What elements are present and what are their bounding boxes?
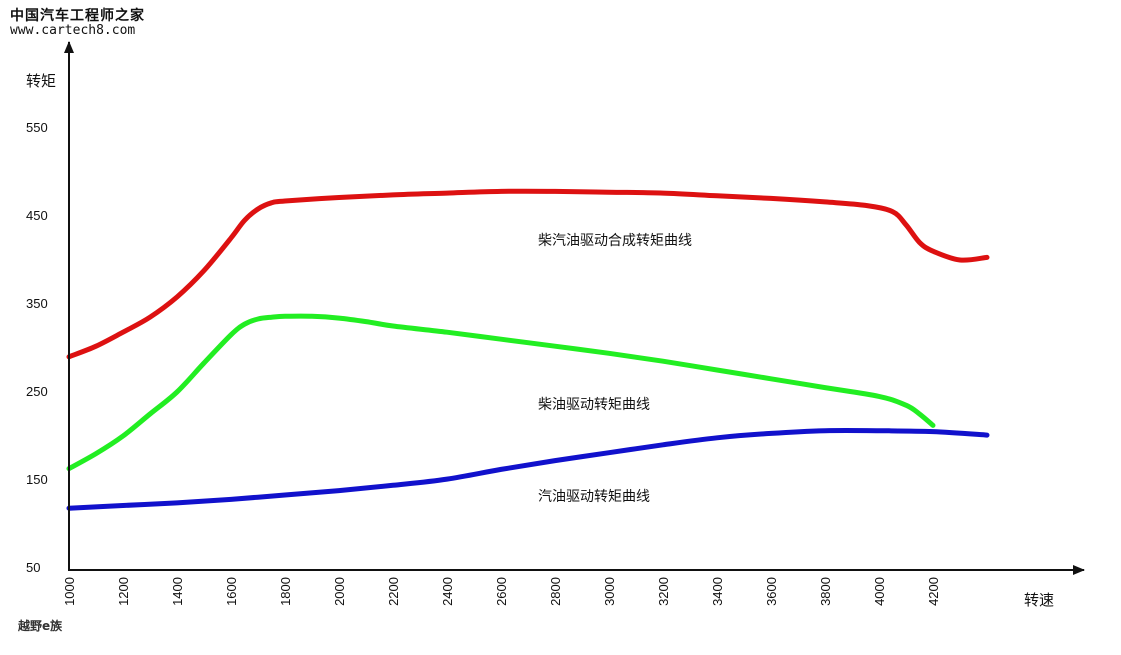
x-tick-label: 2800 (548, 577, 563, 606)
x-tick-label: 2200 (386, 577, 401, 606)
gasoline-torque-line (66, 427, 990, 511)
y-tick-label: 550 (26, 120, 48, 135)
x-tick-label: 1200 (116, 577, 131, 606)
x-tick-label: 2400 (440, 577, 455, 606)
x-tick-label: 2000 (332, 577, 347, 606)
x-tick-label: 1400 (170, 577, 185, 606)
combined-torque-line (66, 188, 990, 360)
watermark: 中国汽车工程师之家 www.cartech8.com (10, 8, 145, 39)
gasoline-torque-label: 汽油驱动转矩曲线 (538, 489, 650, 505)
x-tick-label: 1000 (62, 577, 77, 606)
watermark-url: www.cartech8.com (10, 23, 136, 39)
x-tick-label: 1600 (224, 577, 239, 606)
y-tick-label: 350 (26, 296, 48, 311)
x-tick-labels: 1000 1200 1400 1600 1800 2000 2200 2400 2600 2800… (62, 577, 941, 606)
y-tick-label: 150 (26, 472, 48, 487)
diesel-torque-label: 柴油驱动转矩曲线 (538, 397, 650, 413)
x-tick-label: 3800 (818, 577, 833, 606)
combined-torque-label: 柴汽油驱动合成转矩曲线 (538, 233, 692, 249)
x-tick-label: 3600 (764, 577, 779, 606)
x-tick-label: 4000 (872, 577, 887, 606)
y-tick-label: 250 (26, 384, 48, 399)
series-layer (66, 188, 990, 511)
y-tick-labels: 50 150 250 350 450 550 (26, 120, 48, 575)
x-tick-label: 4200 (926, 577, 941, 606)
x-tick-label: 3400 (710, 577, 725, 606)
watermark-site-name: 中国汽车工程师之家 (10, 8, 145, 24)
x-tick-label: 3000 (602, 577, 617, 606)
x-axis-title: 转速 (1024, 591, 1054, 609)
y-tick-label: 450 (26, 208, 48, 223)
y-axis-title: 转矩 (26, 72, 56, 90)
x-tick-label: 1800 (278, 577, 293, 606)
x-tick-label: 2600 (494, 577, 509, 606)
diesel-torque-line (66, 313, 936, 472)
y-tick-label: 50 (26, 560, 40, 575)
footer-logo-text: 越野e族 (18, 619, 63, 633)
x-tick-label: 3200 (656, 577, 671, 606)
